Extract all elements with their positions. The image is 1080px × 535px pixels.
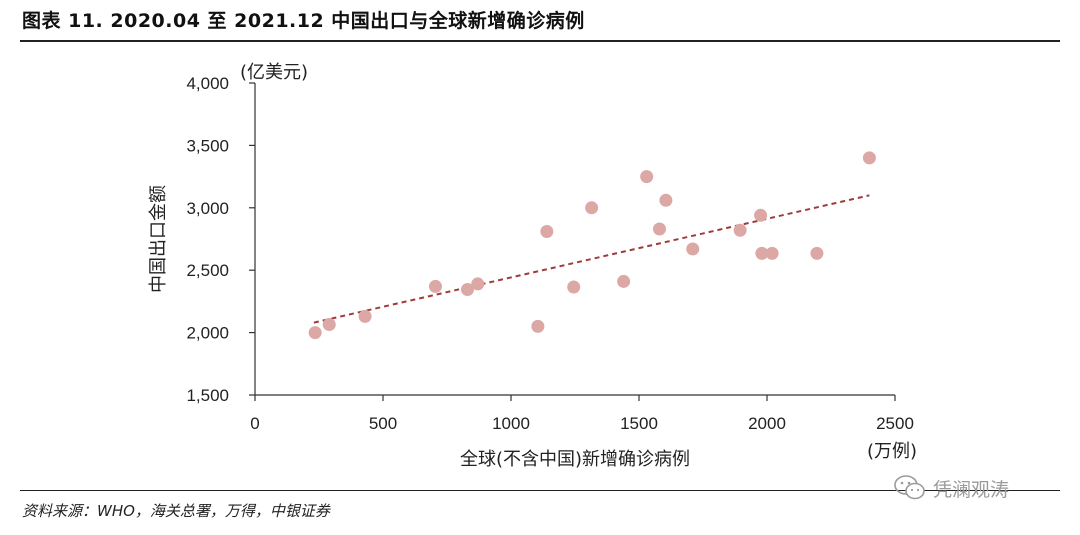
data-point (585, 201, 599, 215)
data-point (617, 274, 631, 288)
x-tick-label: 2000 (748, 414, 786, 433)
axes (254, 83, 895, 396)
data-points (308, 151, 876, 340)
y-tick-label: 1,500 (186, 386, 229, 405)
data-point (308, 326, 322, 340)
figure-title: 图表 11. 2020.04 至 2021.12 中国出口与全球新增确诊病例 (22, 10, 585, 32)
x-tick-label: 0 (250, 414, 259, 433)
data-point (755, 246, 769, 260)
data-point (862, 151, 876, 165)
y-axis-label: 中国出口金额 (148, 185, 169, 293)
data-point (471, 277, 485, 291)
data-point (531, 319, 545, 333)
data-point (686, 242, 700, 256)
top-rule (20, 40, 1060, 42)
data-point (640, 170, 654, 184)
y-tick-label: 2,000 (186, 324, 229, 343)
x-axis-label: 全球(不含中国)新增确诊病例 (460, 449, 690, 470)
data-point (358, 309, 372, 323)
data-point (652, 222, 666, 236)
data-point (322, 317, 336, 331)
x-axis-ticks: 0 500 1000 1500 2000 2500 (250, 395, 914, 433)
data-point (567, 280, 581, 294)
x-tick-label: 1500 (620, 414, 658, 433)
data-point (460, 283, 474, 297)
x-tick-label: 500 (369, 414, 397, 433)
trendline (313, 194, 870, 324)
y-axis-unit: (亿美元) (240, 62, 308, 83)
watermark: 凭澜观涛 (893, 470, 1058, 506)
data-point (765, 246, 779, 260)
y-axis-ticks: 1,500 2,000 2,500 3,000 3,500 4,000 (186, 74, 255, 405)
y-tick-label: 3,500 (186, 136, 229, 155)
watermark-text: 凭澜观涛 (933, 478, 1010, 501)
source-note: 资料来源：WHO，海关总署，万得，中银证券 (22, 502, 330, 520)
x-axis-unit: (万例) (867, 441, 917, 462)
scatter-chart: 1,500 2,000 2,500 3,000 3,500 4,000 0 500 1000 1… (148, 62, 917, 470)
data-point (659, 193, 673, 207)
wechat-icon (894, 475, 925, 500)
data-point (754, 208, 768, 222)
data-point (540, 225, 554, 239)
x-tick-label: 2500 (876, 414, 914, 433)
y-tick-label: 2,500 (186, 261, 229, 280)
data-point (428, 279, 442, 293)
y-tick-label: 3,000 (186, 199, 229, 218)
x-tick-label: 1000 (492, 414, 530, 433)
data-point (810, 246, 824, 260)
y-tick-label: 4,000 (186, 74, 229, 93)
bottom-rule (20, 490, 1060, 491)
data-point (733, 223, 747, 237)
